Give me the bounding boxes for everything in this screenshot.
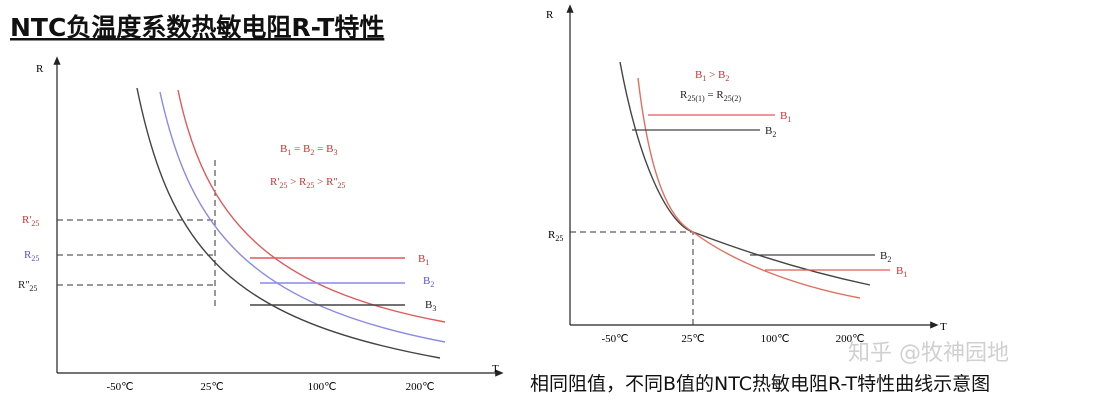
tick-label: 25℃ bbox=[681, 333, 704, 345]
axis-label: R bbox=[36, 63, 44, 75]
curve bbox=[637, 77, 861, 299]
axis-label: T bbox=[940, 321, 947, 333]
subscript: 25 bbox=[555, 234, 563, 243]
subscript: 25 bbox=[279, 181, 287, 190]
subscript: 25 bbox=[31, 219, 39, 228]
subscript: 1 bbox=[787, 115, 791, 124]
text-part: B bbox=[280, 143, 287, 155]
left-figure: R T -50℃ 25℃ 100℃ 200℃ R'25 R25 R''25 B1… bbox=[18, 56, 504, 393]
caption: 相同阻值，不同B值的NTC热敏电阻R-T特性曲线示意图 bbox=[530, 373, 990, 395]
tick-label: -50℃ bbox=[601, 333, 628, 345]
subscript: 3 bbox=[333, 148, 337, 157]
curve-label: B1 bbox=[896, 265, 907, 279]
tick-label: 25℃ bbox=[200, 381, 223, 393]
text-part: > R'' bbox=[314, 176, 337, 188]
relation: R25(1) = R25(2) bbox=[680, 89, 741, 103]
subscript: 1 bbox=[287, 148, 291, 157]
right-figure: R T -50℃ 25℃ 100℃ 200℃ R25 B1 B2 B2 B1 B… bbox=[546, 4, 947, 345]
r-label: R25 bbox=[24, 249, 39, 263]
text-part: B bbox=[418, 253, 425, 265]
subscript: 2 bbox=[772, 130, 776, 139]
curve-label: B3 bbox=[425, 299, 436, 313]
text-part: R' bbox=[270, 176, 279, 188]
text-part: B bbox=[765, 125, 772, 137]
curve bbox=[177, 89, 446, 323]
text-part: = R bbox=[705, 89, 725, 101]
subscript: 25(2) bbox=[724, 94, 742, 103]
tick-label: 200℃ bbox=[406, 381, 435, 393]
text-part: R' bbox=[22, 214, 31, 226]
r-label: R''25 bbox=[18, 279, 37, 293]
relation: B1 = B2 = B3 bbox=[280, 143, 337, 157]
curve-label: B1 bbox=[780, 110, 791, 124]
curve-label: B2 bbox=[880, 250, 891, 264]
watermark: 知乎 @牧神园地 bbox=[848, 341, 1009, 366]
text-part: B bbox=[880, 250, 887, 262]
text-part: = B bbox=[291, 143, 310, 155]
text-part: B bbox=[425, 299, 432, 311]
subscript: 1 bbox=[702, 74, 706, 83]
text-part: B bbox=[423, 275, 430, 287]
tick-label: -50℃ bbox=[106, 381, 133, 393]
r-label: R'25 bbox=[22, 214, 39, 228]
r-label: R25 bbox=[548, 229, 563, 243]
subscript: 25(1) bbox=[687, 94, 705, 103]
curve bbox=[136, 87, 441, 359]
text-part: R bbox=[680, 89, 688, 101]
subscript: 2 bbox=[430, 280, 434, 289]
subscript: 3 bbox=[432, 304, 436, 313]
subscript: 25 bbox=[306, 181, 314, 190]
text-part: > B bbox=[706, 69, 725, 81]
subscript: 1 bbox=[425, 258, 429, 267]
subscript: 2 bbox=[887, 255, 891, 264]
curve-label: B1 bbox=[418, 253, 429, 267]
axis-label: T bbox=[492, 363, 499, 375]
relation: B1 > B2 bbox=[695, 69, 729, 83]
text-part: B bbox=[780, 110, 787, 122]
text-part: B bbox=[695, 69, 702, 81]
curve-label: B2 bbox=[423, 275, 434, 289]
subscript: 2 bbox=[310, 148, 314, 157]
tick-label: 100℃ bbox=[761, 333, 790, 345]
text-part: > R bbox=[287, 176, 307, 188]
subscript: 25 bbox=[31, 254, 39, 263]
title: NTC负温度系数热敏电阻R-T特性 bbox=[10, 13, 384, 42]
curve-label: B2 bbox=[765, 125, 776, 139]
subscript: 25 bbox=[337, 181, 345, 190]
guide-lines bbox=[57, 160, 216, 310]
text-part: R bbox=[548, 229, 556, 241]
text-part: B bbox=[896, 265, 903, 277]
axis-label: R bbox=[546, 9, 554, 21]
text-part: R bbox=[24, 249, 32, 261]
text-part: R'' bbox=[18, 279, 29, 291]
subscript: 25 bbox=[29, 284, 37, 293]
tick-label: 200℃ bbox=[836, 333, 865, 345]
subscript: 2 bbox=[725, 74, 729, 83]
relation: R'25 > R25 > R''25 bbox=[270, 176, 345, 190]
subscript: 1 bbox=[903, 270, 907, 279]
curve bbox=[159, 91, 446, 343]
tick-label: 100℃ bbox=[308, 381, 337, 393]
text-part: = B bbox=[314, 143, 333, 155]
